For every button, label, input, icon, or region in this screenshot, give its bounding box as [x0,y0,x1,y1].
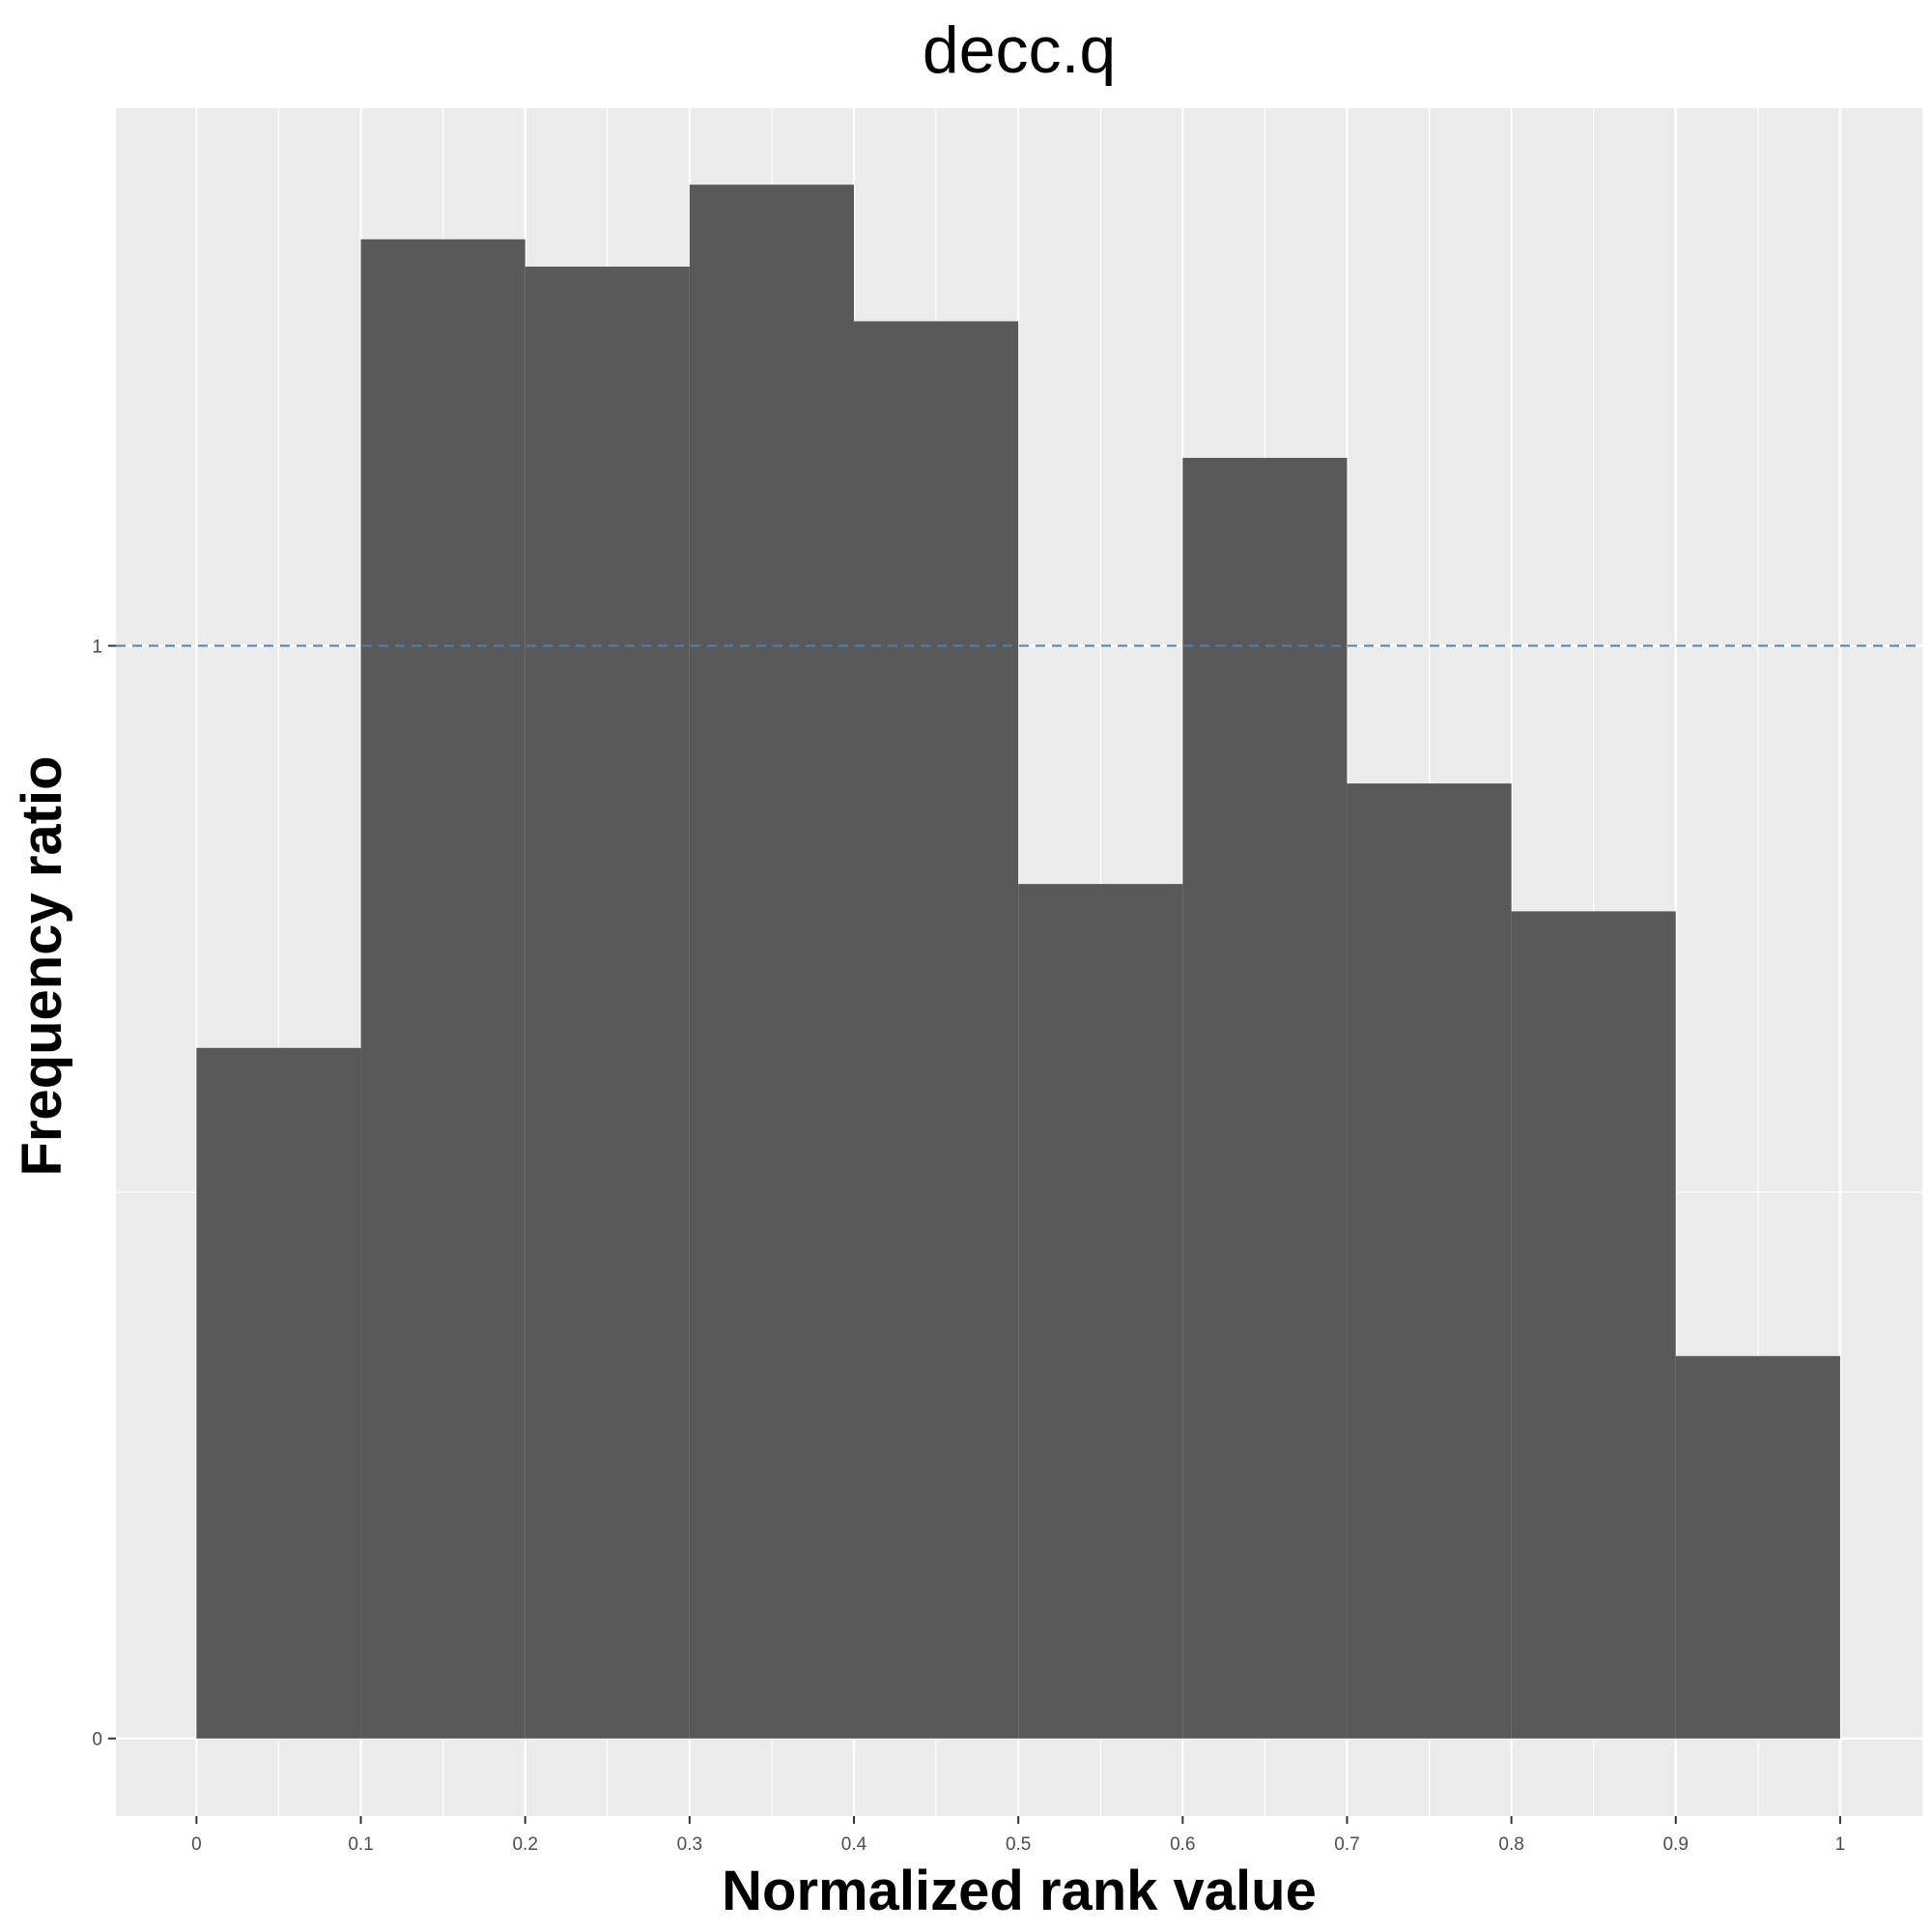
x-axis-title: Normalized rank value [722,1860,1317,1922]
x-axis-ticks: 0 0.1 0.2 0.3 0.4 0.5 0.6 0.7 0.8 0.9 1 [191,1816,1845,1855]
histogram-bar [1347,783,1512,1739]
histogram-bar [525,267,690,1739]
histogram-bar [1675,1355,1840,1739]
x-tick-label: 0.6 [1170,1834,1195,1855]
x-tick-label: 0.9 [1663,1834,1689,1855]
histogram-bar [360,239,526,1739]
x-tick-label: 0.5 [1006,1834,1031,1855]
x-tick-label: 0.7 [1334,1834,1359,1855]
x-tick-label: 0.1 [348,1834,373,1855]
x-tick-label: 1 [1835,1834,1846,1855]
chart-title: decc.q [923,14,1116,87]
histogram-bar [689,185,854,1739]
histogram-bar [1511,911,1676,1739]
histogram-bar [853,321,1019,1739]
bars [196,185,1840,1739]
histogram-bar [1018,884,1183,1739]
x-tick-label: 0.4 [841,1834,867,1855]
y-axis-ticks: 01 [92,638,116,1750]
histogram-bar [1182,457,1348,1739]
x-tick-label: 0 [191,1834,202,1855]
x-tick-label: 0.8 [1498,1834,1523,1855]
y-tick-label: 0 [92,1730,102,1750]
y-tick-label: 1 [92,638,102,658]
histogram-bar [196,1047,361,1739]
x-tick-label: 0.3 [677,1834,702,1855]
x-tick-label: 0.2 [512,1834,537,1855]
y-axis-title: Frequency ratio [11,755,73,1176]
